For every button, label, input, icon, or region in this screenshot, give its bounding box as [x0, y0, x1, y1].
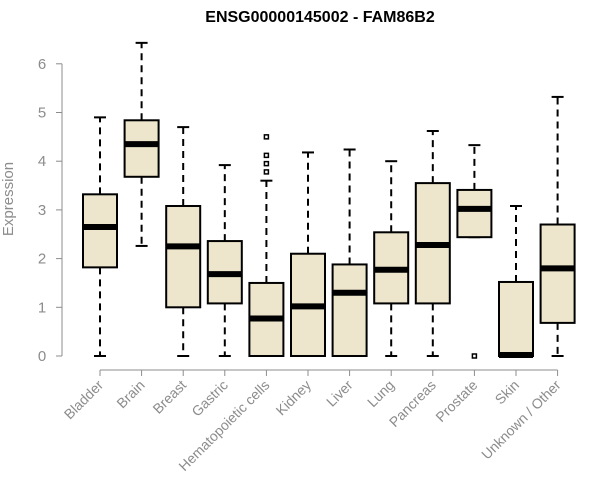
box-bladder: [82, 116, 118, 357]
plot-area: [82, 41, 576, 359]
box-kidney: [290, 151, 326, 357]
x-tick-label: Skin: [492, 377, 523, 408]
iqr-box: [331, 263, 368, 357]
outlier-point: [263, 152, 270, 159]
iqr-box: [82, 193, 118, 269]
x-tick-label: Breast: [149, 377, 189, 417]
x-tick-label: Bladder: [61, 377, 107, 423]
x-tick-label: Liver: [323, 377, 356, 410]
iqr-box: [456, 188, 493, 239]
outlier-point: [471, 353, 478, 359]
iqr-box: [123, 119, 160, 178]
x-tick-label: Brain: [113, 377, 147, 411]
outlier-point: [263, 169, 270, 175]
x-tick-label: Unknown / Other: [478, 377, 564, 463]
box-hematopoietic-cells: [248, 134, 285, 358]
x-tick-label: Prostate: [432, 377, 480, 425]
y-tick-label: 5: [38, 105, 46, 122]
iqr-box: [498, 280, 534, 358]
y-tick-label: 3: [38, 202, 46, 219]
box-liver: [331, 148, 368, 357]
box-pancreas: [414, 130, 451, 357]
box-brain: [123, 41, 160, 247]
chart-title: ENSG00000145002 - FAM86B2: [205, 9, 435, 26]
iqr-box: [165, 205, 202, 309]
y-tick-label: 2: [38, 251, 46, 268]
y-axis: 0 1 2 3 4 5 6: [38, 56, 63, 365]
y-tick-label: 1: [38, 299, 46, 316]
box-unknown-other: [539, 95, 576, 357]
box-prostate: [456, 144, 493, 359]
y-axis-label: Expression: [0, 162, 17, 236]
x-tick-label: Lung: [364, 377, 397, 410]
y-tick-label: 4: [38, 153, 46, 170]
y-tick-label: 6: [38, 56, 46, 73]
outlier-point: [263, 160, 270, 167]
box-skin: [498, 205, 534, 359]
box-gastric: [206, 164, 243, 357]
box-lung: [373, 160, 410, 357]
x-tick-label: Kidney: [273, 377, 315, 419]
box-breast: [165, 126, 202, 357]
y-tick-label: 0: [38, 348, 46, 365]
iqr-box: [539, 223, 576, 324]
outlier-point: [263, 134, 270, 140]
